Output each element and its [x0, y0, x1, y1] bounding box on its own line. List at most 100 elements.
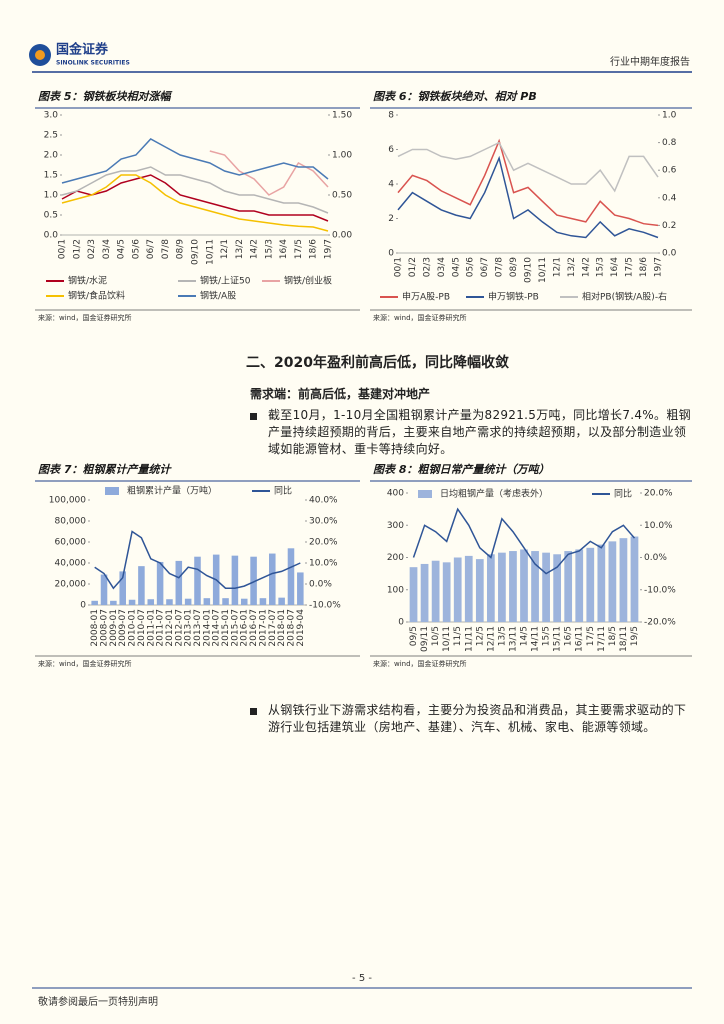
y-tick-label: 0.0: [44, 231, 59, 241]
x-tick-label: 19/5: [630, 626, 640, 646]
figure-title: 图表 5：钢铁板块相对涨幅: [38, 90, 172, 103]
bar: [119, 571, 126, 605]
x-tick-label: 12/1: [220, 239, 230, 259]
y2-tick-label: 1.0: [662, 111, 677, 121]
x-tick-label: 10/11: [442, 626, 452, 652]
x-tick-label: 18/6: [639, 257, 649, 277]
y2-tick-label: 30.0%: [309, 517, 338, 527]
x-tick-label: 15/3: [596, 257, 606, 277]
bar: [453, 557, 462, 622]
y-tick-label: 0: [80, 601, 86, 611]
x-tick-label: 15/3: [264, 239, 274, 259]
figure-title: 图表 6：钢铁板块绝对、相对 PB: [373, 90, 537, 103]
x-tick-label: 17/5: [586, 626, 596, 646]
bar: [259, 598, 267, 605]
x-tick-label: 03/4: [437, 257, 447, 277]
line-series: [397, 138, 659, 227]
y-tick-label: 80,000: [55, 517, 87, 527]
x-tick-label: 00/1: [58, 239, 68, 259]
x-tick-label: 2008-01: [90, 609, 100, 647]
bar: [231, 555, 239, 605]
x-tick-label: 05/6: [131, 239, 141, 259]
x-tick-label: 01/2: [72, 239, 82, 259]
x-tick-label: 04/5: [451, 257, 461, 277]
y-tick-label: 200: [387, 553, 404, 563]
bar: [464, 555, 473, 622]
x-tick-label: 12/5: [475, 626, 485, 646]
y2-tick-label: 20.0%: [644, 489, 673, 499]
x-tick-label: 11/5: [453, 626, 463, 646]
x-tick-label: 2015-07: [230, 609, 240, 647]
bar: [240, 598, 248, 605]
x-tick-label: 2015-01: [221, 609, 231, 647]
bullet: [250, 708, 257, 715]
x-tick-label: 2017-07: [268, 609, 278, 647]
legend-label: 申万A股-PB: [402, 291, 450, 303]
figure-title: 图表 7：粗钢累计产量统计: [38, 463, 172, 476]
y-tick-label: 300: [387, 521, 404, 531]
line-series: [61, 174, 329, 232]
x-tick-label: 00/1: [394, 257, 404, 277]
bar: [420, 563, 429, 622]
x-tick-label: 14/2: [250, 239, 260, 259]
bar: [586, 547, 595, 622]
x-tick-label: 10/11: [205, 239, 215, 265]
line-series: [61, 166, 329, 214]
bar: [156, 561, 164, 605]
x-tick-label: 16/11: [575, 626, 585, 652]
bar: [138, 566, 145, 605]
x-tick-label: 2013-01: [184, 609, 194, 647]
legend-label: 钢铁/创业板: [284, 275, 332, 287]
bar: [91, 600, 98, 605]
legend-label: 申万钢铁-PB: [488, 291, 539, 303]
line-series: [61, 138, 329, 184]
y-tick-label: 2.5: [44, 131, 58, 141]
legend-swatch: [105, 487, 119, 495]
x-tick-label: 2012-01: [165, 609, 175, 647]
x-tick-label: 11/11: [464, 626, 474, 652]
bar: [486, 554, 495, 622]
x-tick-label: 2014-01: [202, 609, 212, 647]
x-tick-label: 14/2: [581, 257, 591, 277]
y2-tick-label: 0.50: [332, 191, 352, 201]
x-tick-label: 16/4: [610, 257, 620, 277]
x-tick-label: 05/6: [466, 257, 476, 277]
x-tick-label: 12/1: [552, 257, 562, 277]
x-tick-label: 2018-01: [277, 609, 287, 647]
bar: [509, 551, 517, 622]
x-tick-label: 13/11: [508, 626, 518, 652]
x-tick-label: 02/3: [422, 257, 432, 277]
x-tick-label: 16/5: [564, 626, 574, 646]
bar: [520, 549, 528, 622]
legend-label: 同比: [274, 485, 292, 497]
x-tick-label: 2008-07: [100, 609, 110, 647]
y-tick-label: 0: [398, 618, 404, 628]
legend-label: 钢铁/上证50: [200, 275, 251, 287]
x-tick-label: 2014-07: [212, 609, 222, 647]
x-tick-label: 15/5: [542, 626, 552, 646]
y-tick-label: 2.0: [44, 151, 59, 161]
legend-label: 粗钢累计产量（万吨）: [127, 485, 217, 497]
legend-swatch: [418, 490, 432, 498]
line-series: [397, 141, 659, 193]
y-tick-label: 1.5: [44, 171, 58, 181]
bar: [297, 572, 304, 605]
x-tick-label: 2017-01: [258, 609, 268, 647]
figure-source: 来源：wind，国金证券研究所: [373, 659, 467, 668]
bullet: [250, 413, 257, 420]
x-tick-label: 17/5: [625, 257, 635, 277]
x-tick-label: 03/4: [102, 239, 112, 259]
subsection-heading: 需求端：前高后低，基建对冲地产: [250, 387, 431, 401]
bar: [442, 562, 451, 622]
bar: [110, 600, 117, 605]
y2-tick-label: 0.4: [662, 193, 677, 203]
x-tick-label: 19/7: [324, 239, 334, 259]
x-tick-label: 2016-01: [240, 609, 250, 647]
figure-title: 图表 8：粗钢日常产量统计（万吨）: [373, 463, 549, 476]
bar: [531, 551, 539, 622]
x-tick-label: 2011-07: [156, 609, 166, 647]
x-tick-label: 12/11: [486, 626, 496, 652]
y2-tick-label: 40.0%: [309, 496, 338, 506]
logo-name: 国金证券: [56, 42, 109, 58]
x-tick-label: 06/7: [146, 239, 156, 259]
